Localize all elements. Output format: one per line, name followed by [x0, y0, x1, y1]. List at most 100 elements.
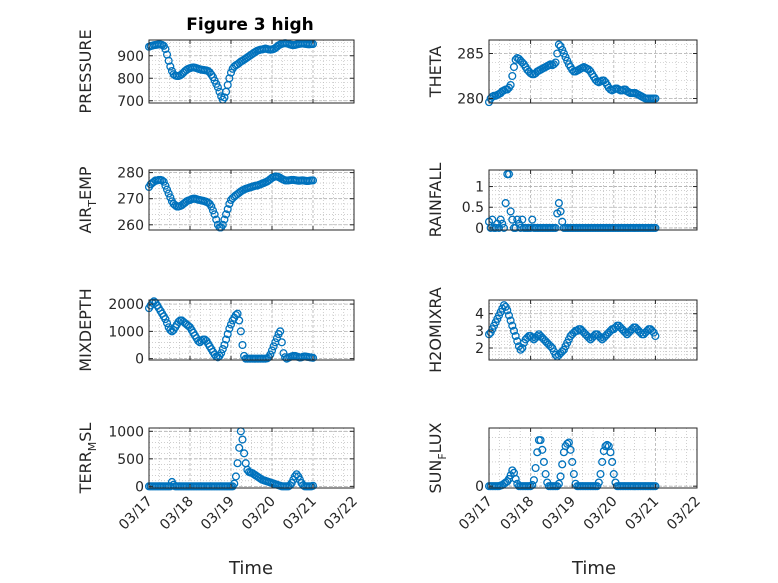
- y-axis-label: H2OMIXRA: [426, 287, 445, 373]
- x-axis-label-left: Time: [228, 558, 273, 579]
- data-point: [508, 71, 517, 81]
- subplot-theta: 280 285 THETA: [426, 39, 698, 108]
- data-point: [276, 327, 285, 336]
- subplot-pressure: 700 800 900 PRESSURE: [76, 29, 355, 114]
- y-tick-label: 800: [117, 71, 144, 87]
- data-point: [207, 202, 216, 211]
- data-point: [596, 470, 605, 479]
- data-point: [218, 220, 227, 229]
- data-point: [569, 470, 578, 479]
- data-point: [498, 219, 507, 228]
- y-tick-label: 0: [135, 479, 144, 495]
- data-point: [166, 62, 175, 71]
- data-point: [538, 445, 547, 454]
- subplot-grid: 700800900PRESSURE260270280AIRTEMP0100020…: [76, 29, 704, 533]
- data-point: [506, 80, 515, 90]
- y-tick-label: 2000: [108, 297, 144, 313]
- data-point: [504, 170, 514, 179]
- axes-box: [488, 169, 698, 231]
- data-point: [584, 333, 593, 342]
- axes-box: [148, 427, 355, 489]
- data-point: [518, 343, 527, 353]
- data-point: [308, 176, 318, 185]
- data-point: [609, 470, 618, 479]
- data-point: [508, 321, 517, 330]
- y-axis-label: SUNFLUX: [426, 422, 449, 493]
- axes-box: [148, 169, 355, 231]
- data-point: [161, 181, 170, 190]
- data-point: [226, 320, 236, 329]
- y-tick-label: 700: [117, 94, 144, 110]
- data-point: [233, 459, 242, 468]
- subplot-h2omixra: 234 H2OMIXRA: [426, 287, 698, 373]
- data-point: [528, 215, 537, 224]
- subplot-air-temp: 260 270 280 AIRTEMP: [76, 166, 355, 234]
- data-point: [549, 60, 558, 69]
- data-point: [506, 207, 515, 216]
- y-tick-label: 4: [475, 307, 484, 323]
- data-point: [551, 58, 560, 67]
- axes-box: [488, 39, 698, 104]
- data-point: [226, 68, 236, 77]
- data-point: [516, 345, 525, 354]
- y-axis-label: AIRTEMP: [76, 166, 99, 233]
- data-point: [558, 460, 567, 469]
- y-tick-label: 500: [117, 452, 144, 468]
- data-point: [220, 215, 229, 224]
- data-point: [566, 445, 575, 454]
- data-point: [518, 215, 527, 224]
- data-point: [554, 199, 563, 208]
- data-point: [272, 334, 281, 343]
- y-tick-label: 1000: [108, 324, 144, 340]
- data-point: [213, 83, 222, 92]
- y-tick-label: 280: [117, 166, 144, 182]
- data-point: [308, 481, 318, 490]
- y-axis-label: THETA: [426, 46, 445, 98]
- data-point: [563, 439, 572, 448]
- data-point: [528, 333, 537, 342]
- data-point: [508, 215, 517, 224]
- data-point: [651, 482, 660, 491]
- data-point: [501, 199, 510, 208]
- y-tick-label: 260: [117, 218, 144, 234]
- data-point: [556, 207, 565, 216]
- data-point: [225, 74, 234, 83]
- y-tick-label: 2: [475, 341, 484, 357]
- data-point: [556, 472, 565, 481]
- data-point: [596, 333, 605, 342]
- data-point: [231, 472, 240, 481]
- data-point: [235, 443, 244, 452]
- y-tick-label: 0: [135, 352, 144, 368]
- data-point: [608, 457, 617, 466]
- data-point: [539, 457, 548, 466]
- data-point: [162, 185, 172, 194]
- y-tick-label: 0: [475, 221, 484, 237]
- data-point: [225, 324, 234, 333]
- data-point: [161, 315, 170, 324]
- data-point: [601, 442, 610, 451]
- data-point: [266, 350, 275, 359]
- data-point: [267, 346, 277, 355]
- axes-box: [488, 299, 698, 361]
- data-point: [509, 62, 519, 72]
- axes-box: [488, 427, 698, 489]
- figure-title: Figure 3 high: [186, 15, 314, 35]
- data-point: [159, 177, 168, 186]
- data-point: [161, 44, 170, 54]
- data-point: [509, 326, 519, 335]
- data-point: [529, 476, 538, 485]
- data-point: [651, 331, 660, 341]
- subplot-rainfall: 0 0.5 1 RAINFALL: [426, 163, 698, 237]
- data-point: [533, 331, 542, 341]
- data-point: [238, 340, 247, 350]
- data-point: [568, 457, 577, 466]
- data-point: [594, 478, 603, 487]
- y-tick-label: 0: [475, 479, 484, 495]
- y-tick-label: 1: [475, 180, 484, 196]
- data-point: [223, 330, 232, 339]
- data-point: [531, 463, 540, 473]
- data-point: [230, 479, 239, 488]
- data-point: [511, 474, 520, 483]
- data-point: [220, 340, 229, 350]
- y-tick-label: 270: [117, 192, 144, 208]
